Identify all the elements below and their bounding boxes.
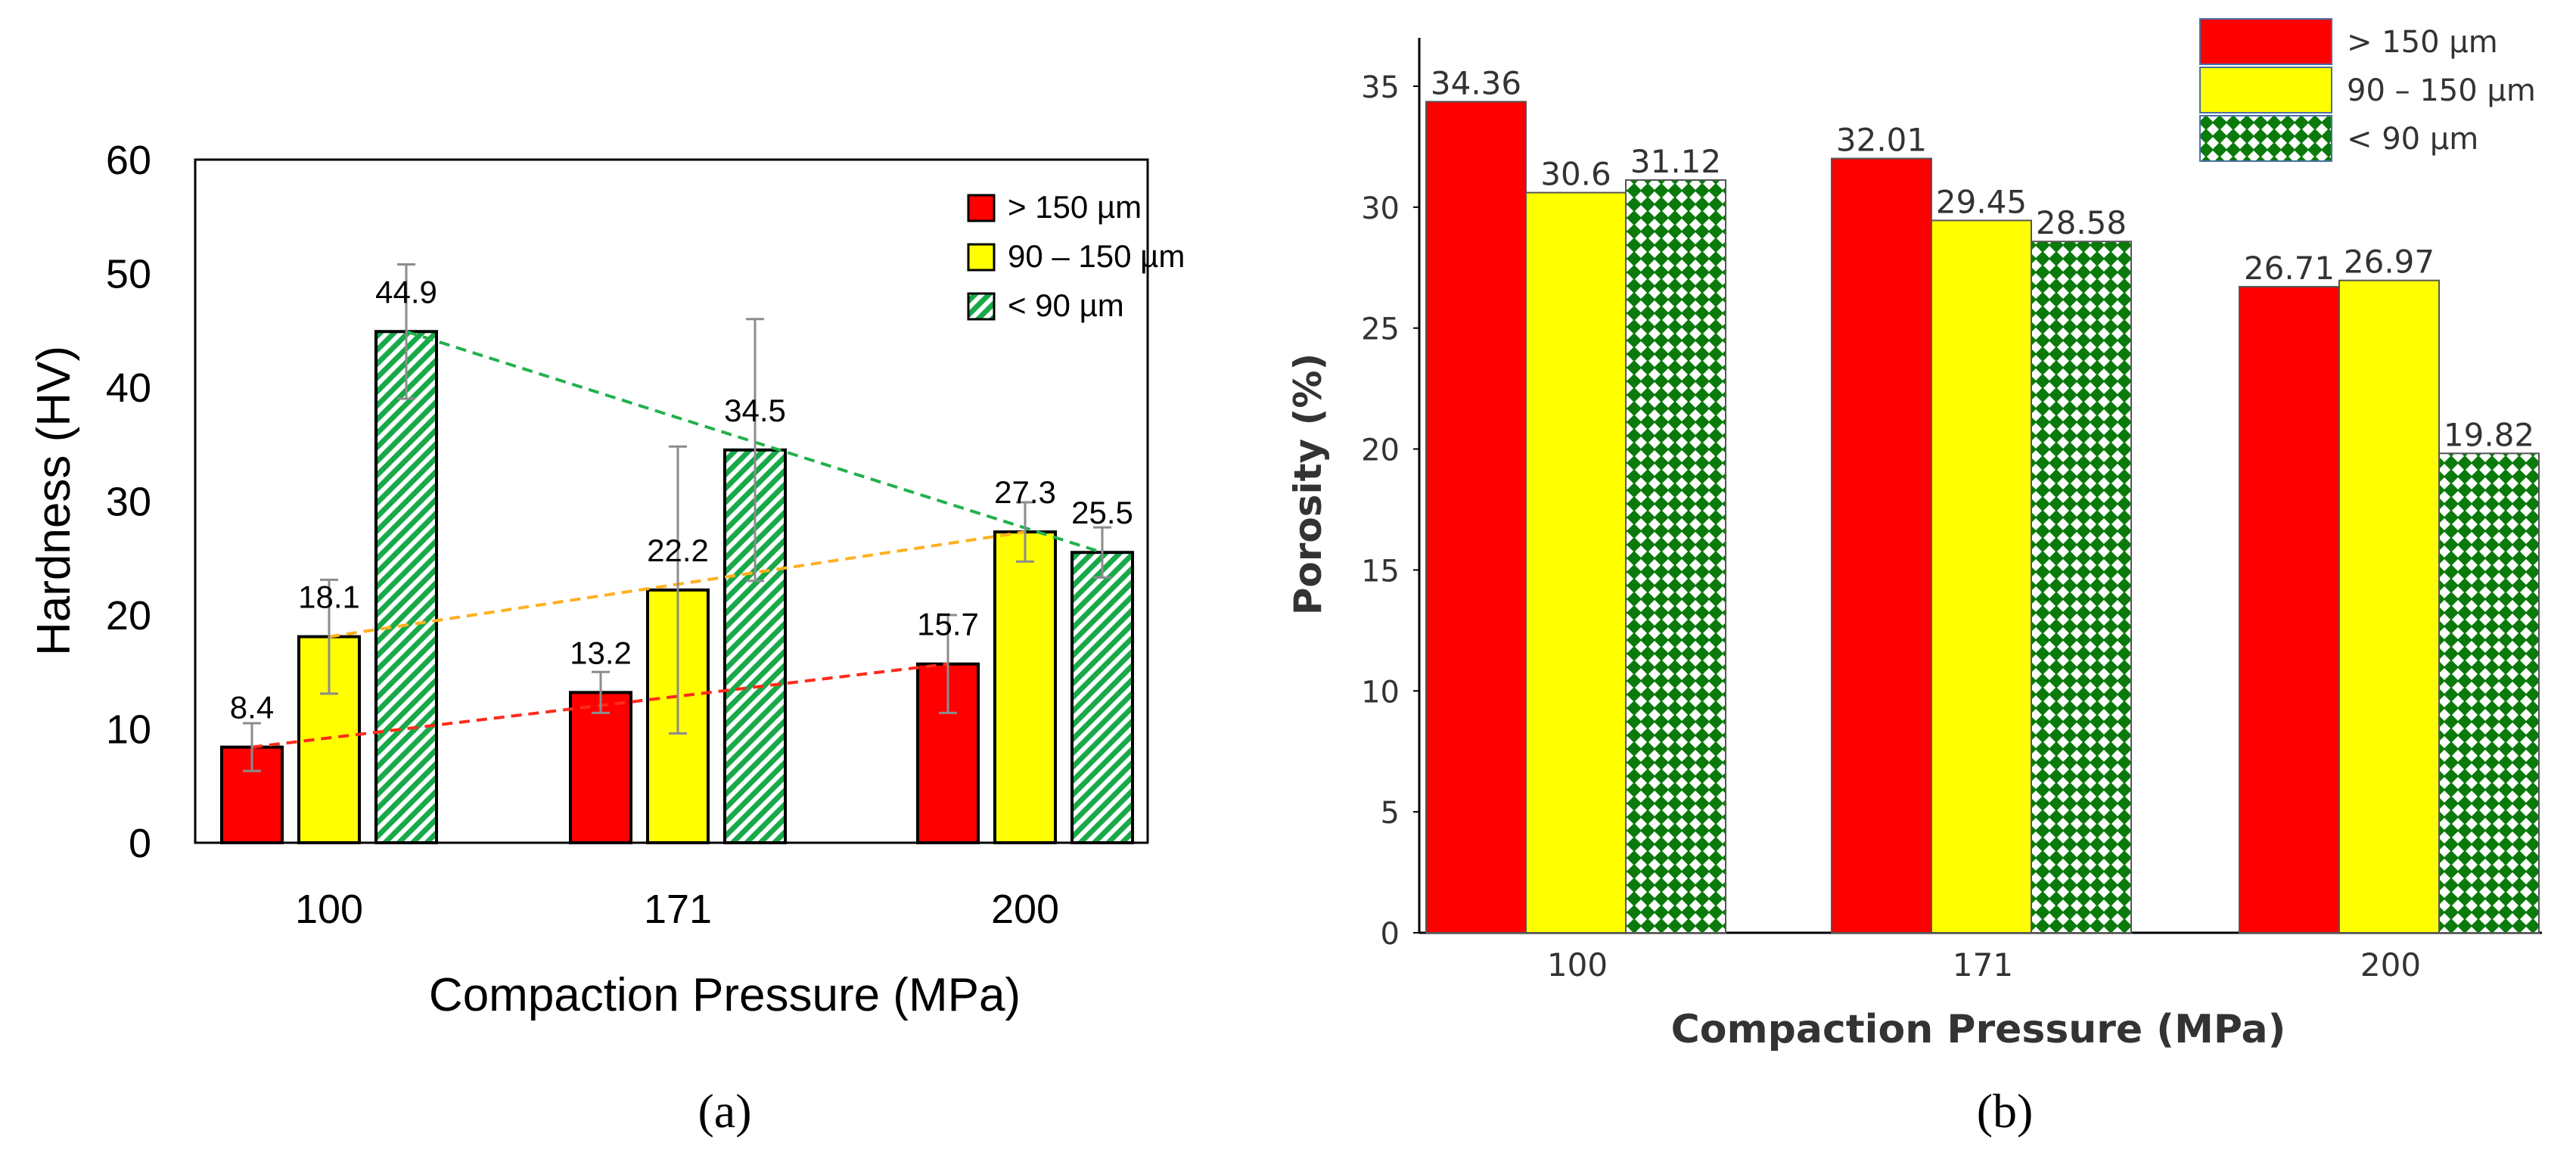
data-label: 19.82 [2444,416,2534,453]
data-label: 31.12 [1630,143,1721,180]
data-label: 44.9 [375,274,437,309]
data-label: 15.7 [917,607,979,642]
legend-swatch [967,292,996,321]
data-label: 26.71 [2244,250,2335,287]
y-tick-label: 20 [1361,433,1400,468]
data-label: 25.5 [1071,495,1133,530]
y-tick-label: 10 [106,707,151,753]
bar [374,330,438,844]
legend-swatch [967,194,996,222]
x-tick-label: 171 [644,887,712,932]
bar [1425,101,1527,934]
bar [1831,157,1932,934]
bar [1070,551,1134,844]
data-labels: 34.36 32.01 26.71 30.6 29.45 26.97 31.12 28.58 1… [1431,64,2534,453]
y-tick-label: 20 [106,593,151,638]
bars [1425,101,2540,934]
y-tick-label: 50 [106,252,151,297]
data-label: 34.36 [1431,64,1521,101]
legend-label: > 150 µm [2347,25,2498,60]
legend: > 150 µm 90 – 150 µm < 90 µm [967,189,1185,323]
data-label: 32.01 [1836,122,1927,159]
x-tick-labels: 100 171 200 [1547,946,2421,983]
y-tick-label: 35 [1361,70,1400,105]
x-tick-label: 171 [1953,946,2013,983]
data-label: 18.1 [298,579,360,615]
bar [1625,179,1726,934]
y-tick-labels: 0 5 10 15 20 25 30 35 [1361,70,1419,952]
bar [1931,219,2032,934]
data-label: 34.5 [724,393,786,428]
y-tick-label: 30 [1361,191,1400,226]
y-tick-label: 40 [106,365,151,411]
x-tick-label: 100 [1547,946,1608,983]
data-label: 30.6 [1540,156,1611,193]
y-axis-title: Hardness (HV) [28,346,80,656]
bar [2338,279,2440,934]
data-labels: 8.4 13.2 15.7 18.1 22.2 27.3 44.9 34.5 25.5 [230,274,1133,725]
legend: > 150 µm 90 – 150 µm < 90 µm [2199,18,2536,162]
data-label: 27.3 [994,474,1056,510]
data-label: 29.45 [1936,183,2027,220]
y-tick-label: 5 [1381,796,1400,831]
bar [569,691,632,845]
data-label: 8.4 [230,690,274,725]
legend-swatch [2199,115,2332,162]
y-tick-labels: 0 10 20 30 40 50 60 [106,138,151,866]
data-label: 13.2 [570,635,632,670]
legend-label: < 90 µm [2347,122,2478,157]
bar [2438,452,2540,934]
legend-label: < 90 µm [1008,287,1124,323]
y-axis-title: Porosity (%) [1286,353,1330,616]
x-tick-label: 200 [2360,946,2421,983]
legend-swatch [967,243,996,272]
bar [993,530,1057,844]
bar [2031,241,2132,934]
caption-a: (a) [698,1084,751,1138]
bar [1525,191,1627,934]
x-tick-label: 100 [295,887,363,932]
y-tick-label: 60 [106,138,151,183]
data-label: 26.97 [2344,244,2435,281]
y-tick-label: 30 [106,480,151,525]
data-label: 22.2 [647,533,709,568]
y-tick-label: 0 [129,821,151,866]
y-tick-label: 25 [1361,312,1400,347]
legend-swatch [2199,18,2332,65]
y-tick-label: 15 [1361,554,1400,589]
caption-b: (b) [1977,1084,2034,1138]
y-tick-label: 0 [1381,917,1400,952]
x-tick-labels: 100 171 200 [295,887,1059,932]
data-label: 28.58 [2036,204,2127,241]
legend-label: > 150 µm [1008,189,1142,225]
x-axis-title: Compaction Pressure (MPa) [429,969,1021,1021]
legend-label: 90 – 150 µm [2347,73,2536,108]
legend-label: 90 – 150 µm [1008,238,1185,274]
bar [2239,286,2340,934]
hardness-chart: 0 10 20 30 40 50 60 8.4 13.2 15.7 18.1 22.2 27.3 44.… [28,138,1185,1138]
legend-swatch [2199,67,2332,113]
x-axis-title: Compaction Pressure (MPa) [1671,1007,2286,1052]
error-bars [243,263,1111,772]
y-tick-label: 10 [1361,675,1400,710]
x-tick-label: 200 [991,887,1059,932]
